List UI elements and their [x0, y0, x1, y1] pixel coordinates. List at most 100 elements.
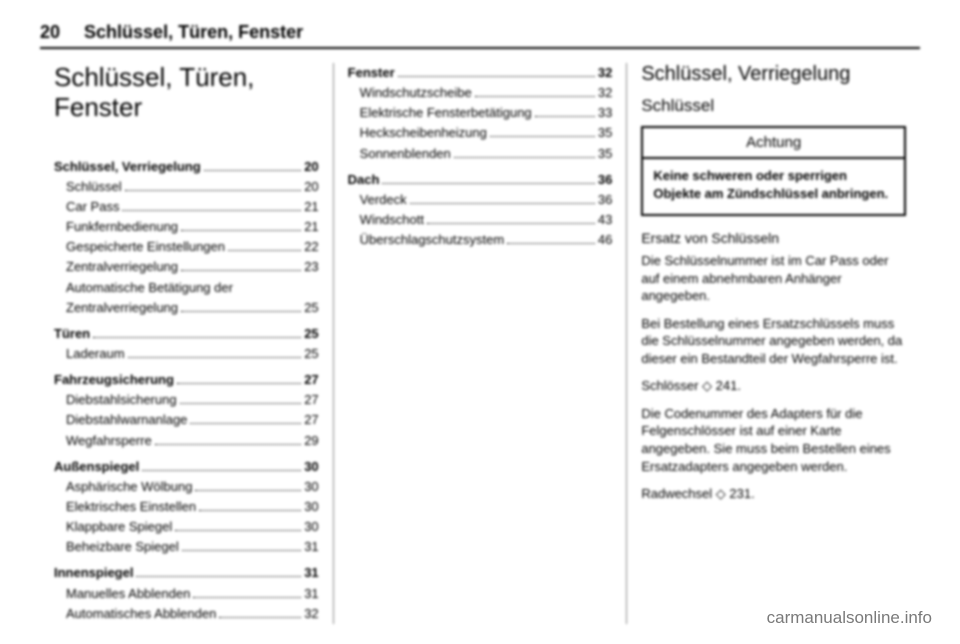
toc-page: 27: [304, 370, 318, 390]
paragraph: Die Codenummer des Adapters für die Felg…: [641, 405, 906, 475]
toc-list-2: Fenster32Windschutzscheibe32Elektrische …: [348, 63, 613, 250]
toc-leader: [228, 250, 301, 251]
toc-entry: Klappbare Spiegel 30: [54, 517, 319, 537]
toc-entry: Beheizbare Spiegel31: [54, 537, 319, 557]
toc-page: 31: [304, 584, 318, 604]
toc-page: 30: [304, 517, 318, 537]
toc-page: 25: [304, 344, 318, 364]
notice-box: Achtung Keine schweren oder sperrigen Ob…: [641, 126, 906, 216]
toc-page: 31: [304, 563, 318, 583]
toc-entry: Asphärische Wölbung 30: [54, 477, 319, 497]
toc-label: Dach: [348, 170, 380, 190]
toc-label: Zentralverriegelung: [54, 298, 178, 318]
paragraph: Die Schlüsselnummer ist im Car Pass oder…: [641, 252, 906, 305]
toc-label: Überschlagschutzsystem: [348, 230, 505, 250]
toc-page: 30: [304, 497, 318, 517]
toc-entry: Schlüssel20: [54, 177, 319, 197]
toc-page: 30: [304, 477, 318, 497]
toc-leader: [398, 76, 595, 77]
toc-page: 35: [598, 123, 612, 143]
toc-entry: Automatisches Abblenden 32: [54, 604, 319, 624]
toc-label: Automatisches Abblenden: [54, 604, 216, 624]
toc-leader: [142, 470, 301, 471]
page: 20 Schlüssel, Türen, Fenster Schlüssel, …: [0, 0, 960, 644]
toc-page: 35: [598, 144, 612, 164]
paragraph: Radwechsel ◇ 231.: [641, 485, 906, 503]
toc-entry: Schlüssel, Verriegelung20: [54, 157, 319, 177]
toc-page: 43: [598, 210, 612, 230]
toc-entry: Sonnenblenden 35: [348, 144, 613, 164]
toc-entry: Innenspiegel31: [54, 563, 319, 583]
paragraph: Schlösser ◇ 241.: [641, 377, 906, 395]
toc-entry: Verdeck36: [348, 190, 613, 210]
toc-leader: [180, 403, 302, 404]
watermark: carmanualsonline.info: [767, 608, 932, 628]
toc-entry: Elektrische Fensterbetätigung 33: [348, 103, 613, 123]
toc-entry: Türen25: [54, 324, 319, 344]
toc-leader: [475, 96, 595, 97]
toc-label: Gespeicherte Einstellungen: [54, 237, 225, 257]
toc-label: Windschott: [348, 210, 424, 230]
toc-entry: Windschutzscheibe 32: [348, 83, 613, 103]
toc-entry: Diebstahlwarnanlage27: [54, 410, 319, 430]
toc-list-1: Schlüssel, Verriegelung20Schlüssel20Car …: [54, 157, 319, 624]
toc-page: 22: [304, 237, 318, 257]
toc-entry: Laderaum 25: [54, 344, 319, 364]
toc-label: Klappbare Spiegel: [54, 517, 172, 537]
toc-leader: [454, 157, 595, 158]
toc-label: Fenster: [348, 63, 395, 83]
toc-leader: [490, 136, 595, 137]
toc-entry: Dach36: [348, 170, 613, 190]
toc-leader: [125, 190, 302, 191]
notice-title: Achtung: [643, 128, 904, 159]
toc-label: Car Pass: [54, 197, 119, 217]
toc-leader: [122, 210, 301, 211]
toc-label: Windschutzscheibe: [348, 83, 472, 103]
column-3: Schlüssel, Verriegelung Schlüssel Achtun…: [626, 63, 920, 624]
toc-entry: Außenspiegel30: [54, 457, 319, 477]
toc-entry: Elektrisches Einstellen 30: [54, 497, 319, 517]
toc-page: 32: [598, 83, 612, 103]
toc-leader: [219, 617, 301, 618]
toc-leader: [175, 530, 301, 531]
toc-label: Fahrzeugsicherung: [54, 370, 174, 390]
toc-leader: [535, 116, 595, 117]
notice-body: Keine schweren oder sperrigen Objekte am…: [643, 159, 904, 214]
toc-label: Heckscheibenheizung: [348, 123, 487, 143]
toc-label: Laderaum: [54, 344, 125, 364]
toc-label: Elektrische Fensterbetätigung: [348, 103, 532, 123]
toc-entry: Gespeicherte Einstellungen 22: [54, 237, 319, 257]
toc-leader: [182, 550, 301, 551]
toc-leader: [128, 357, 302, 358]
toc-leader: [204, 170, 302, 171]
toc-label: Funkfernbedienung: [54, 217, 178, 237]
toc-leader: [382, 183, 594, 184]
toc-label: Zentralverriegelung: [54, 257, 178, 277]
toc-leader: [181, 230, 301, 231]
toc-entry: Automatische Betätigung der: [54, 278, 319, 298]
toc-page: 21: [304, 197, 318, 217]
toc-leader: [193, 597, 301, 598]
toc-leader: [136, 576, 301, 577]
toc-label: Sonnenblenden: [348, 144, 451, 164]
toc-page: 46: [598, 230, 612, 250]
toc-entry: Fenster32: [348, 63, 613, 83]
toc-entry: Zentralverriegelung23: [54, 257, 319, 277]
toc-label: Asphärische Wölbung: [54, 477, 192, 497]
toc-entry: Heckscheibenheizung 35: [348, 123, 613, 143]
toc-label: Beheizbare Spiegel: [54, 537, 179, 557]
page-number: 20: [40, 22, 60, 43]
toc-label: Türen: [54, 324, 90, 344]
toc-label: Elektrisches Einstellen: [54, 497, 196, 517]
toc-page: 33: [598, 103, 612, 123]
toc-label: Wegfahrsperre: [54, 431, 152, 451]
toc-label: Verdeck: [348, 190, 407, 210]
toc-page: 32: [304, 604, 318, 624]
toc-leader: [155, 444, 301, 445]
subsection-heading: Schlüssel: [641, 96, 906, 116]
toc-page: 29: [304, 431, 318, 451]
toc-leader: [410, 203, 595, 204]
toc-leader: [427, 223, 595, 224]
toc-page: 21: [304, 217, 318, 237]
toc-entry: Wegfahrsperre 29: [54, 431, 319, 451]
